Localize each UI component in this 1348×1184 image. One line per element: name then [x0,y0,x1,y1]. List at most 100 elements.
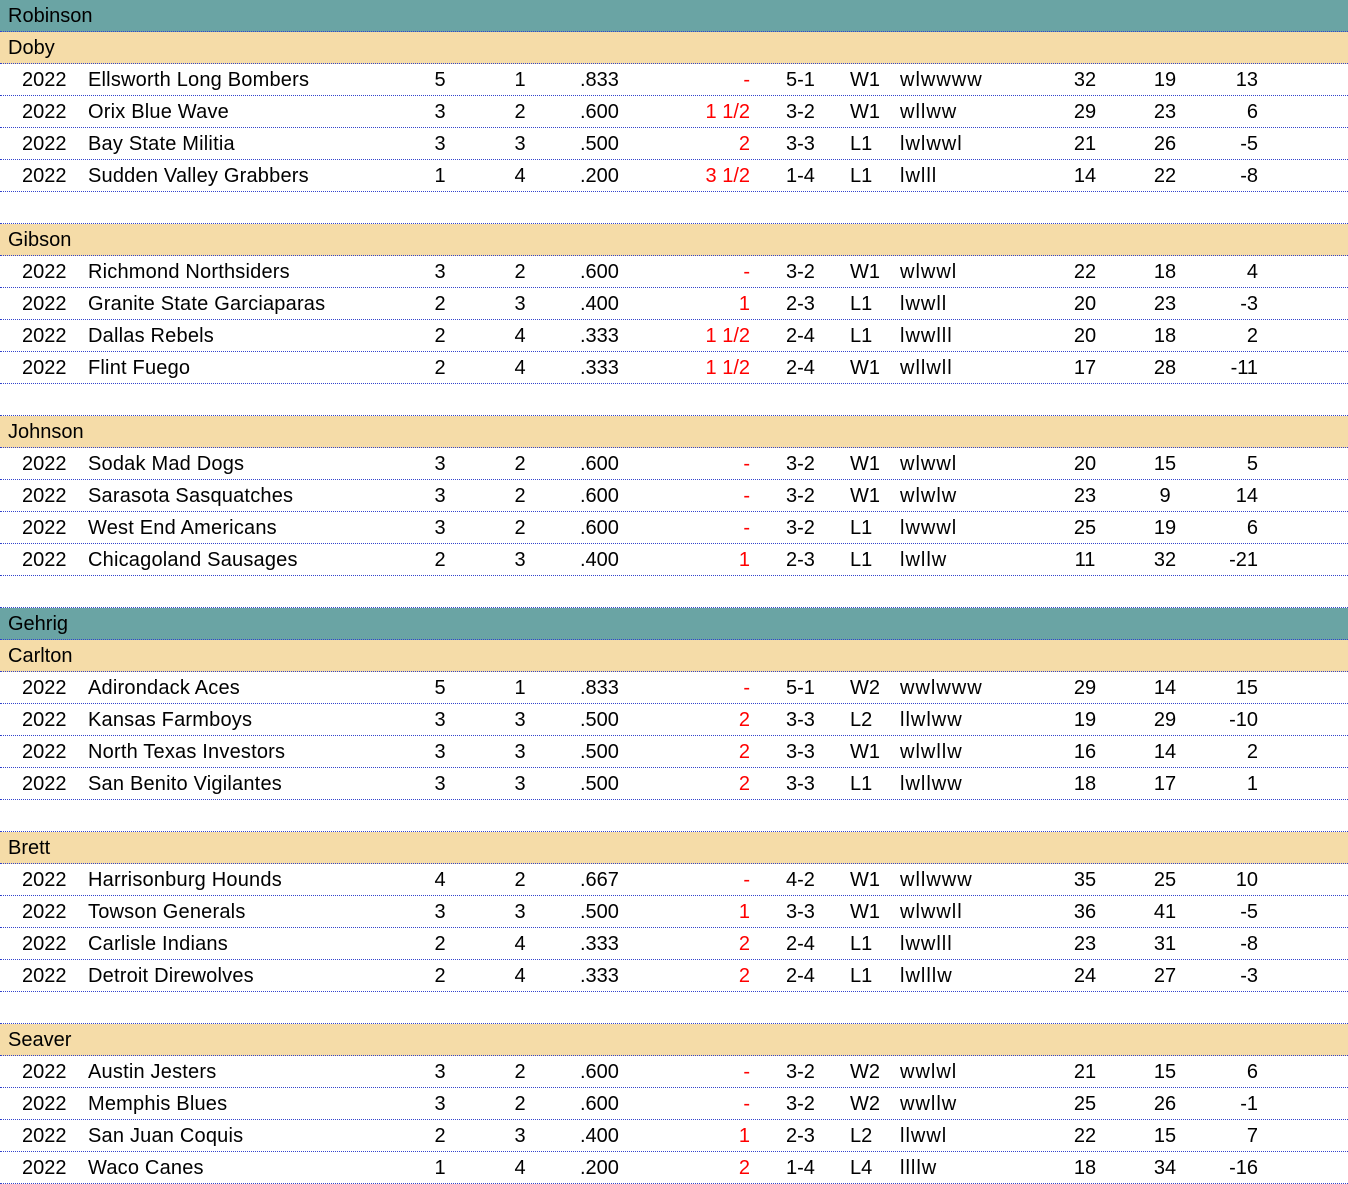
team-row[interactable]: 2022 Flint Fuego 2 4 .333 1 1/2 2-4 W1 wllwll 17 2… [0,352,1348,384]
team-row[interactable]: 2022 Adirondack Aces 5 1 .833 - 5-1 W2 wwlwww 29 1… [0,672,1348,704]
losses-cell: 3 [514,709,526,731]
runs-scored-cell: 11 [1074,549,1096,571]
games-behind-cell: 1 1/2 [705,101,750,123]
losses-cell: 2 [514,261,526,283]
division-header-row[interactable]: Brett [0,832,1348,864]
team-row[interactable]: 2022 Ellsworth Long Bombers 5 1 .833 - 5-1 W1 wl… [0,64,1348,96]
runs-scored-cell: 22 [1073,1125,1097,1147]
record-cell: 3-2 [786,101,815,123]
streak-cell: W1 [850,101,880,123]
games-behind-cell: 2 [738,709,750,731]
wins-cell: 3 [434,133,446,155]
team-name-cell: Sudden Valley Grabbers [88,165,309,187]
win-pct-cell: .600 [580,1093,619,1115]
team-row[interactable]: 2022 San Juan Coquis 2 3 .400 1 2-3 L2 llwwl 22 15… [0,1120,1348,1152]
record-cell: 3-3 [786,901,815,923]
team-row[interactable]: 2022 Towson Generals 3 3 .500 1 3-3 W1 wlwwll 36 4… [0,896,1348,928]
losses-cell: 4 [514,165,526,187]
record-cell: 2-3 [786,1125,815,1147]
losses-cell: 2 [514,101,526,123]
team-row[interactable]: 2022 Orix Blue Wave 3 2 .600 1 1/2 3-2 W1 wllww 2… [0,96,1348,128]
recent-results-cell: wlwwll [900,901,963,923]
losses-cell: 4 [514,1157,526,1179]
wins-cell: 3 [434,773,446,795]
division-name: Brett [8,837,51,859]
record-cell: 2-4 [786,325,815,347]
team-name-cell: Sodak Mad Dogs [88,453,245,475]
year-cell: 2022 [22,1157,67,1179]
streak-cell: L1 [850,293,873,315]
team-row[interactable]: 2022 North Texas Investors 3 3 .500 2 3-3 W1 wlw… [0,736,1348,768]
recent-results-cell: wlwllw [900,741,963,763]
runs-allowed-cell: 9 [1159,485,1171,507]
run-differential-cell: 5 [1246,453,1258,475]
division-header-row[interactable]: Doby [0,32,1348,64]
team-name-cell: Towson Generals [88,901,246,923]
division-header-row[interactable]: Gibson [0,224,1348,256]
record-cell: 2-3 [786,293,815,315]
recent-results-cell: wwlwl [900,1061,958,1083]
runs-scored-cell: 20 [1073,453,1097,475]
games-behind-cell: 2 [738,1157,750,1179]
division-name: Johnson [8,421,84,443]
wins-cell: 3 [434,517,446,539]
games-behind-cell: - [743,453,750,475]
team-row[interactable]: 2022 West End Americans 3 2 .600 - 3-2 L1 lwwwl 2… [0,512,1348,544]
win-pct-cell: .600 [580,261,619,283]
year-cell: 2022 [22,101,67,123]
team-row[interactable]: 2022 Sarasota Sasquatches 3 2 .600 - 3-2 W1 wlwl… [0,480,1348,512]
division-header-row[interactable]: Carlton [0,640,1348,672]
games-behind-cell: 1 [738,293,750,315]
losses-cell: 3 [514,773,526,795]
team-row[interactable]: 2022 Waco Canes 1 4 .200 2 1-4 L4 llllw 18 34 -16 [0,1152,1348,1184]
games-behind-cell: 1 1/2 [705,325,750,347]
wins-cell: 4 [434,869,446,891]
losses-cell: 3 [514,133,526,155]
team-row[interactable]: 2022 Harrisonburg Hounds 4 2 .667 - 4-2 W1 wllww… [0,864,1348,896]
runs-scored-cell: 14 [1073,165,1097,187]
league-header-row[interactable]: Gehrig [0,608,1348,640]
year-cell: 2022 [22,677,67,699]
team-row[interactable]: 2022 Sodak Mad Dogs 3 2 .600 - 3-2 W1 wlwwl 20 15 5 [0,448,1348,480]
runs-scored-cell: 23 [1073,485,1097,507]
team-row[interactable]: 2022 Granite State Garciaparas 2 3.400 1 2-3 L… [0,288,1348,320]
run-differential-cell: -8 [1240,165,1258,187]
team-name-cell: San Benito Vigilantes [88,773,282,795]
record-cell: 3-2 [786,453,815,475]
runs-allowed-cell: 18 [1153,325,1177,347]
losses-cell: 2 [514,485,526,507]
year-cell: 2022 [22,133,67,155]
team-row[interactable]: 2022 Kansas Farmboys 3 3 .500 2 3-3 L2 llwlww 19 2… [0,704,1348,736]
team-row[interactable]: 2022 Dallas Rebels 2 4 .333 1 1/2 2-4 L1 lwwlll 2… [0,320,1348,352]
runs-allowed-cell: 17 [1153,773,1177,795]
record-cell: 3-2 [786,1061,815,1083]
division-header-row[interactable]: Seaver [0,1024,1348,1056]
division-header-row[interactable]: Johnson [0,416,1348,448]
runs-allowed-cell: 26 [1153,133,1177,155]
streak-cell: W1 [850,357,880,379]
runs-scored-cell: 21 [1073,133,1097,155]
team-row[interactable]: 2022 Richmond Northsiders 3 2 .600 - 3-2 W1 wlww… [0,256,1348,288]
wins-cell: 3 [434,261,446,283]
team-row[interactable]: 2022 Austin Jesters 3 2 .600 - 3-2 W2 wwlwl 21 15 6 [0,1056,1348,1088]
losses-cell: 4 [514,325,526,347]
league-header-row[interactable]: Robinson [0,0,1348,32]
team-row[interactable]: 2022 Sudden Valley Grabbers 1 4.200 3 1/2 1-4… [0,160,1348,192]
team-row[interactable]: 2022 Chicagoland Sausages 2 3 .400 1 2-3 L1 lwll… [0,544,1348,576]
win-pct-cell: .600 [580,485,619,507]
team-row[interactable]: 2022 Memphis Blues 3 2 .600 - 3-2 W2 wwllw 25 26 -1 [0,1088,1348,1120]
win-pct-cell: .333 [580,965,619,987]
recent-results-cell: wllwww [900,869,973,891]
recent-results-cell: lwwwl [900,517,958,539]
team-row[interactable]: 2022 Bay State Militia 3 3 .500 2 3-3 L1 lwlwwl 2… [0,128,1348,160]
run-differential-cell: 6 [1246,101,1258,123]
team-row[interactable]: 2022 San Benito Vigilantes 3 3 .500 2 3-3 L1 lwl… [0,768,1348,800]
record-cell: 3-2 [786,517,815,539]
losses-cell: 3 [514,741,526,763]
team-row[interactable]: 2022 Carlisle Indians 2 4 .333 2 2-4 L1 lwwlll 23… [0,928,1348,960]
blank-row [0,192,1348,224]
games-behind-cell: 2 [738,133,750,155]
team-row[interactable]: 2022 Detroit Direwolves 2 4.333 2 2-4 L1 lwlllw… [0,960,1348,992]
team-name-cell: Austin Jesters [88,1061,217,1083]
recent-results-cell: lwlll [900,165,938,187]
